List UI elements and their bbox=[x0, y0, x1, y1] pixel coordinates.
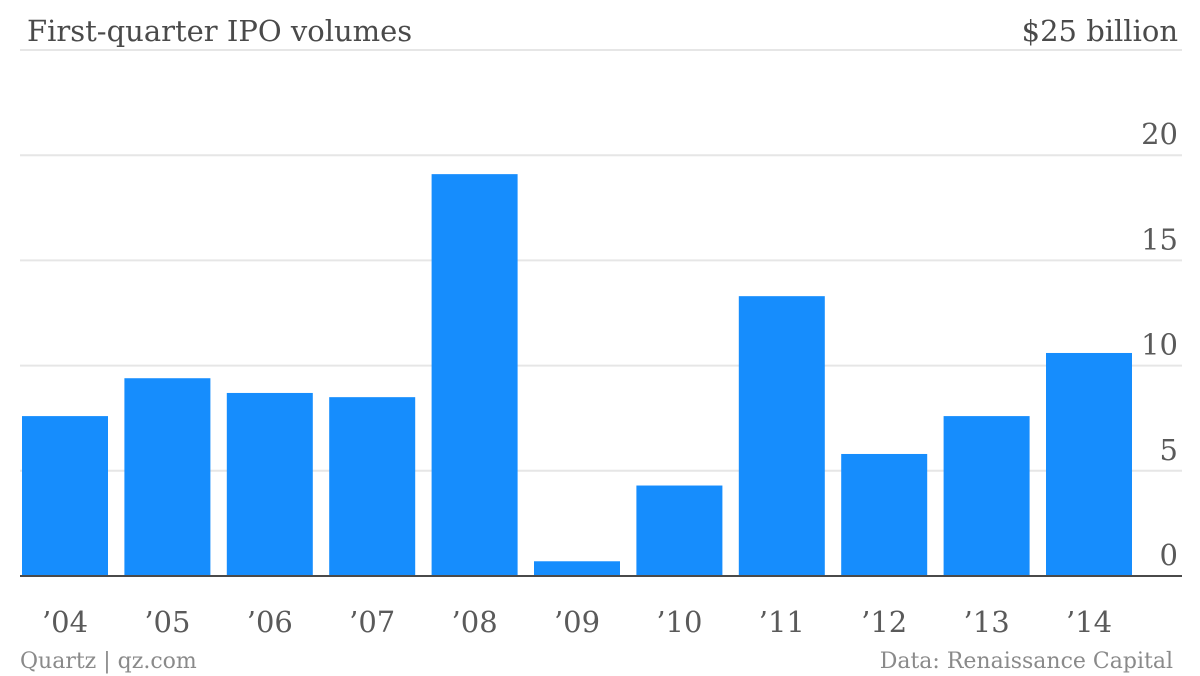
x-tick-label: ’09 bbox=[554, 605, 600, 639]
x-tick-label: ’07 bbox=[349, 605, 395, 639]
y-tick-label: 5 bbox=[1160, 433, 1178, 467]
x-tick-label: ’14 bbox=[1066, 605, 1112, 639]
bar-4 bbox=[431, 174, 518, 577]
chart-title: First-quarter IPO volumes bbox=[27, 14, 412, 48]
bar-6 bbox=[636, 485, 723, 576]
x-tick-label: ’11 bbox=[759, 605, 805, 639]
x-tick-label: ’13 bbox=[964, 605, 1010, 639]
source-label: Data: Renaissance Capital bbox=[880, 649, 1173, 674]
y-tick-label: 10 bbox=[1141, 328, 1178, 362]
y-tick-label: 15 bbox=[1141, 222, 1178, 256]
credit-label: Quartz | qz.com bbox=[20, 649, 197, 674]
bar-8 bbox=[841, 453, 928, 576]
y-tick-label: 0 bbox=[1160, 538, 1178, 572]
x-tick-labels: ’04 ’05 ’06 ’07 ’08 ’09 ’10 ’11 ’12 ’13 ’14 bbox=[42, 605, 1112, 639]
bar-10 bbox=[1046, 352, 1132, 576]
top-unit-label: $25 billion bbox=[1022, 14, 1178, 48]
bar-9 bbox=[943, 416, 1030, 576]
y-tick-labels: 0 5 10 15 20 bbox=[1141, 117, 1178, 572]
x-tick-label: ’06 bbox=[247, 605, 293, 639]
bar-3 bbox=[329, 397, 416, 576]
x-tick-label: ’12 bbox=[861, 605, 907, 639]
y-tick-label: 20 bbox=[1141, 117, 1178, 151]
x-tick-label: ’05 bbox=[144, 605, 190, 639]
x-tick-label: ’10 bbox=[656, 605, 702, 639]
bar-5 bbox=[534, 561, 620, 576]
x-tick-label: ’08 bbox=[452, 605, 498, 639]
bar-7 bbox=[738, 296, 825, 576]
x-tick-label: ’04 bbox=[42, 605, 88, 639]
bar-0 bbox=[22, 416, 108, 576]
bars bbox=[22, 174, 1132, 577]
bar-2 bbox=[226, 392, 313, 576]
bar-1 bbox=[124, 378, 211, 576]
